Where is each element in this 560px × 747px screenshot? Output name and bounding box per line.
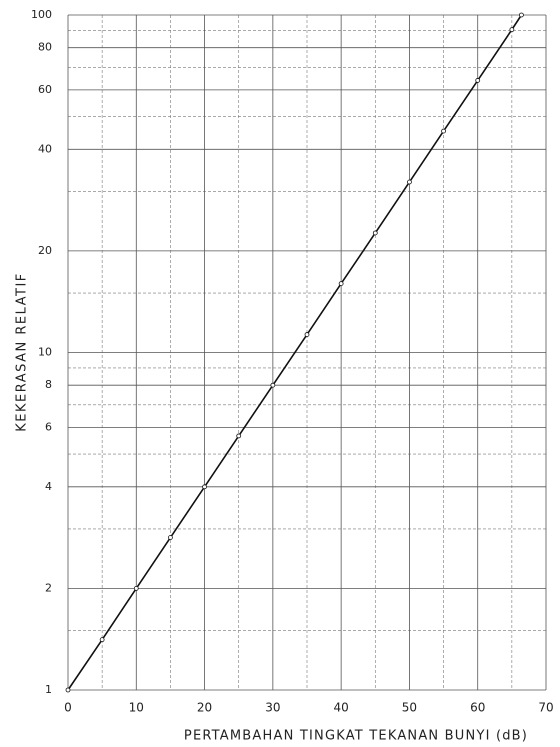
x-tick-label: 20	[197, 701, 212, 715]
chart: KEKERASAN RELATIF PERTAMBAHAN TINGKAT TE…	[0, 0, 560, 747]
x-tick-label: 40	[334, 701, 349, 715]
y-tick-label: 80	[38, 41, 52, 54]
y-tick-label: 20	[38, 244, 52, 257]
point	[203, 485, 207, 489]
y-tick-label: 100	[31, 8, 52, 21]
x-tick-label: 0	[64, 701, 72, 715]
y-tick-label: 1	[45, 683, 52, 696]
point	[168, 536, 172, 540]
point	[305, 333, 309, 337]
point	[339, 282, 343, 286]
x-tick-label: 70	[538, 701, 553, 715]
y-tick-label: 40	[38, 142, 52, 155]
point	[100, 638, 104, 642]
y-tick-label: 6	[45, 420, 52, 433]
y-axis-label: KEKERASAN RELATIF	[15, 272, 30, 432]
point	[373, 231, 377, 235]
y-tick-label: 8	[45, 378, 52, 391]
point	[519, 13, 523, 17]
point	[407, 180, 411, 184]
x-tick-label: 60	[470, 701, 485, 715]
point	[66, 688, 70, 692]
x-axis-label: PERTAMBAHAN TINGKAT TEKANAN BUNYI (dB)	[184, 729, 528, 744]
point	[237, 434, 241, 438]
x-tick-label: 50	[402, 701, 417, 715]
x-tick-label: 10	[129, 701, 144, 715]
point	[134, 586, 138, 590]
point	[476, 78, 480, 82]
y-tick-label: 60	[38, 83, 52, 96]
y-tick-label: 2	[45, 581, 52, 594]
point	[271, 383, 275, 387]
y-tick-label: 4	[45, 480, 52, 493]
x-tick-label: 30	[265, 701, 280, 715]
point	[442, 129, 446, 133]
point	[510, 28, 514, 32]
y-tick-label: 10	[38, 346, 52, 359]
